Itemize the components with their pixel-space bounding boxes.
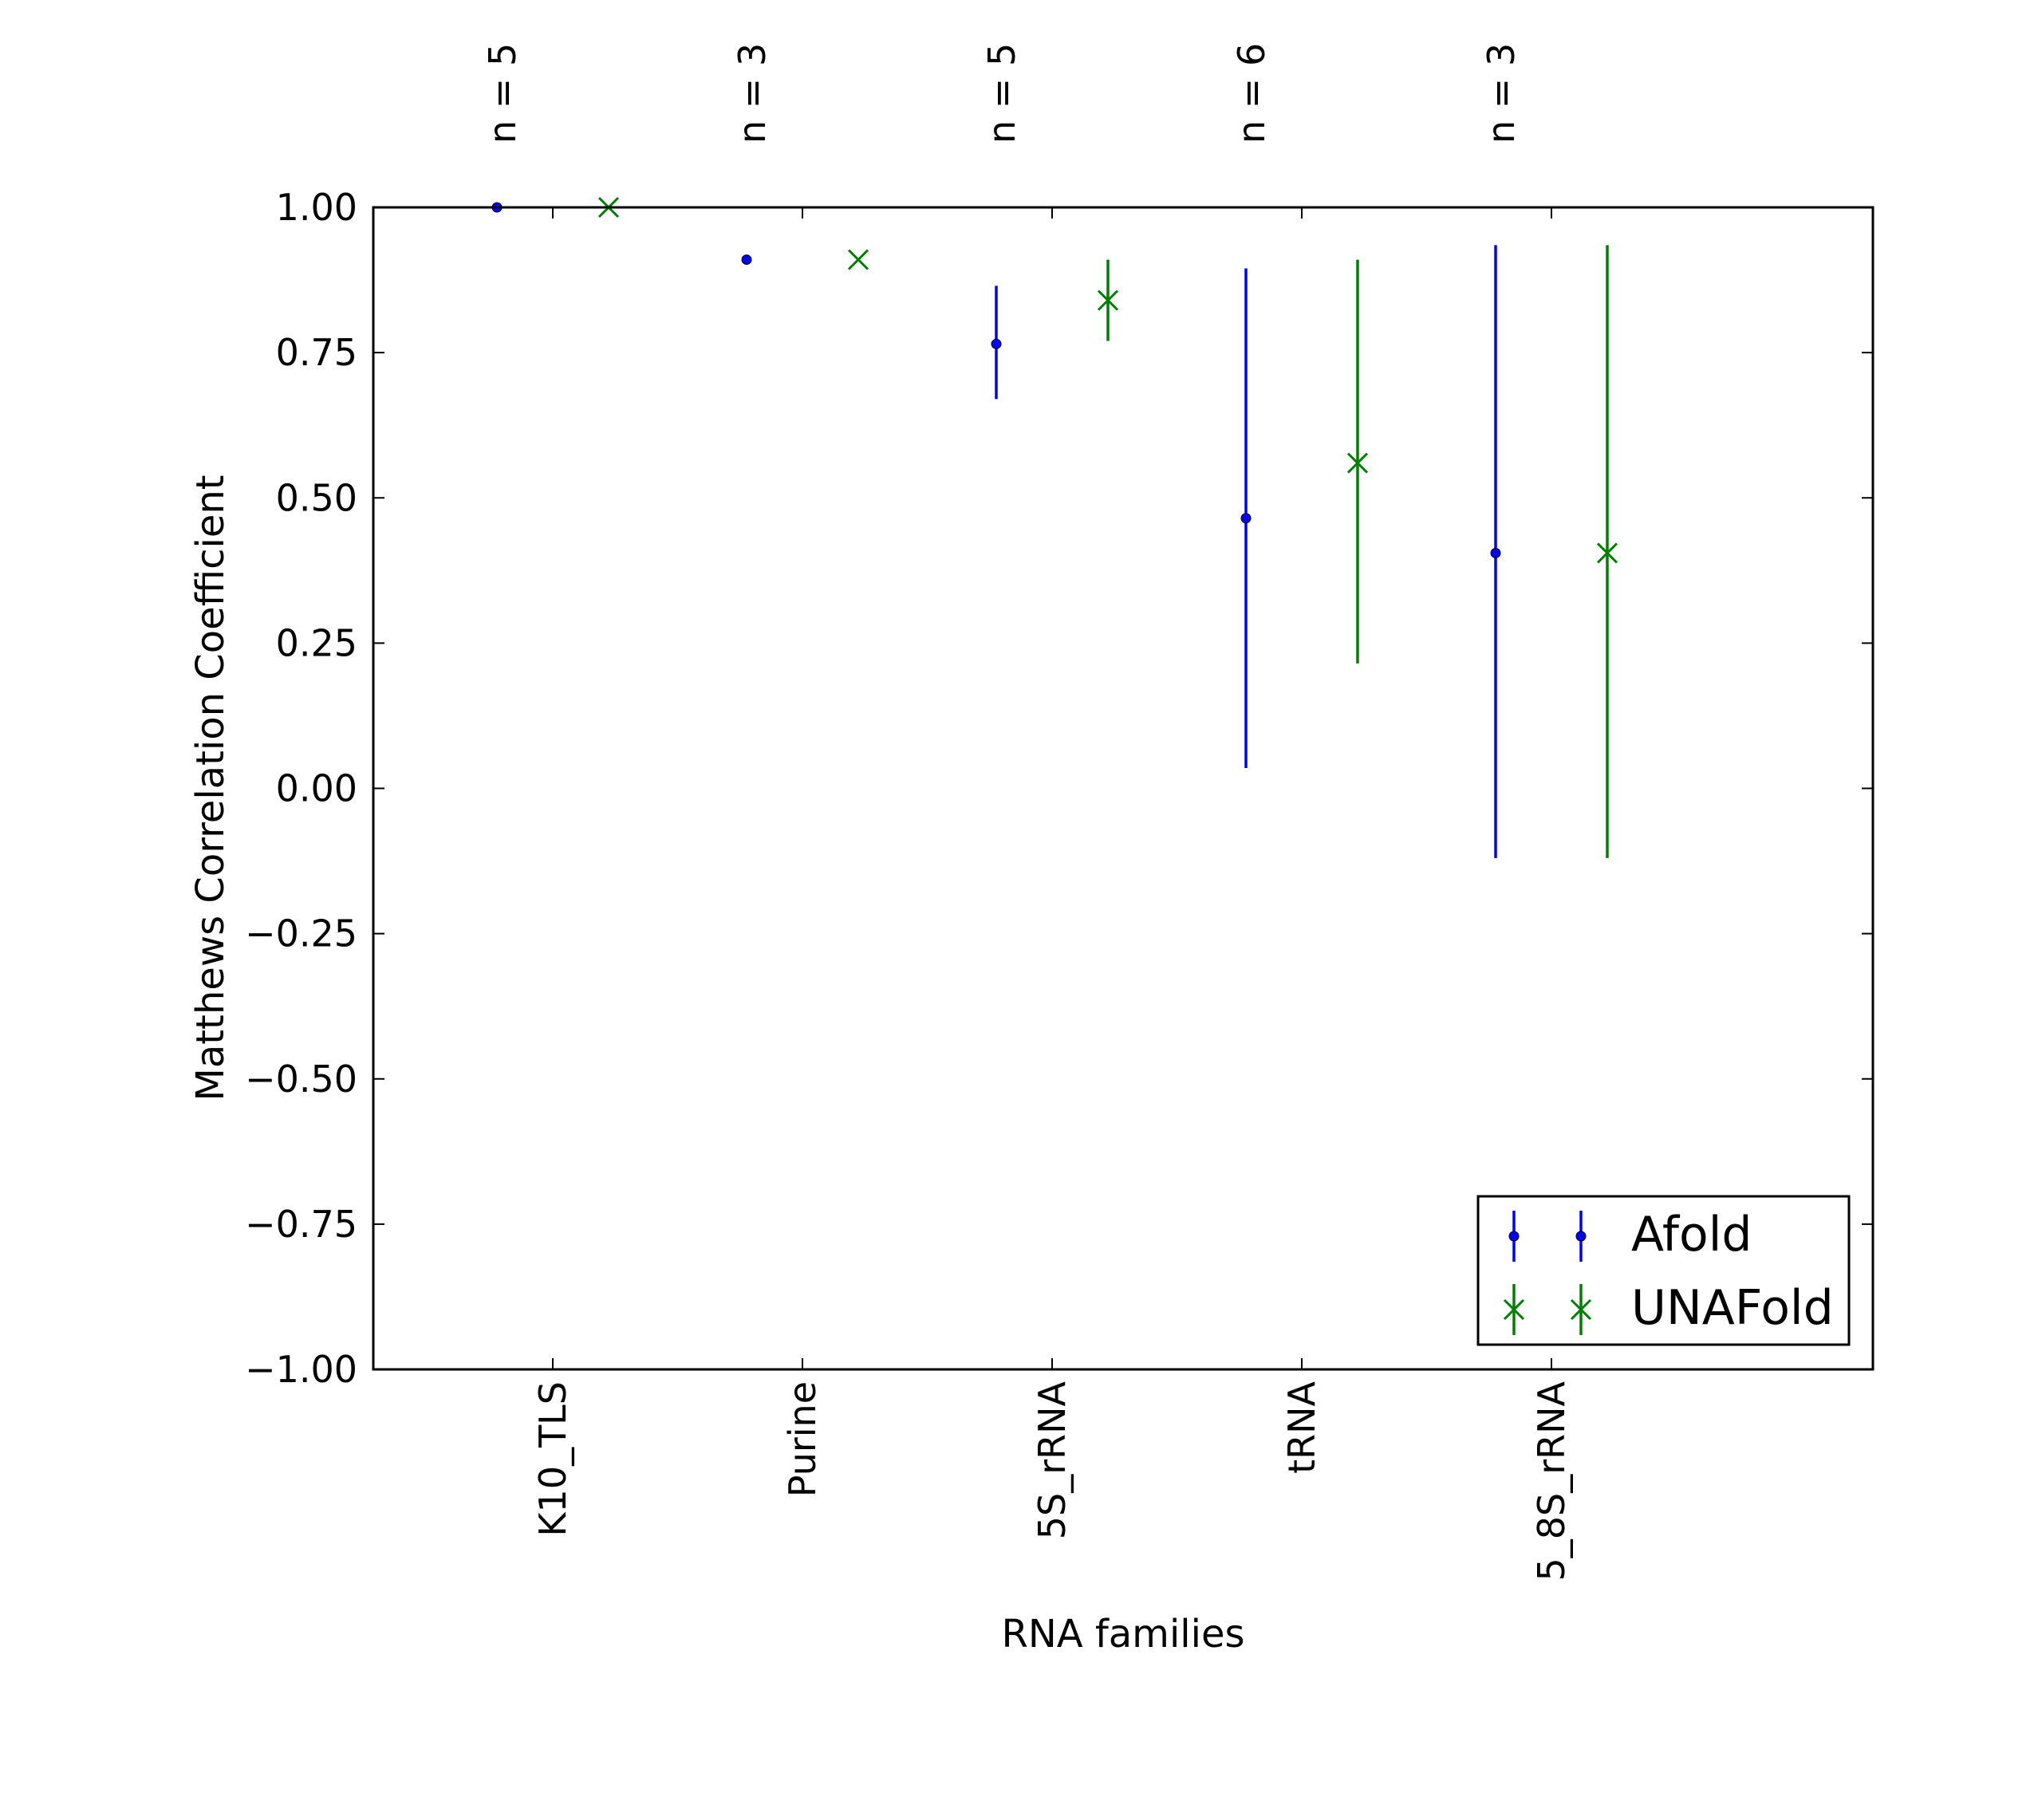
x-tick-label: K10_TLS (531, 1381, 574, 1537)
sample-size-annotations: n = 5 n = 3 n = 5 n = 6 n = 3 (481, 43, 1523, 144)
data-point-afold (1490, 547, 1501, 558)
x-tick-label: 5S_rRNA (1031, 1381, 1074, 1539)
x-axis-label: RNA families (1002, 1612, 1245, 1657)
data-point-unafold (847, 249, 869, 270)
legend-box (1476, 1195, 1851, 1346)
plot-marks (491, 196, 1618, 858)
legend-label-afold: Afold (1631, 1207, 1752, 1263)
y-axis: 1.00 0.75 0.50 0.25 0.00 −0.25 −0.50 −0.75 −1.00 (245, 186, 1873, 1391)
sample-size-label: n = 5 (980, 43, 1023, 144)
x-tick-label: Purine (781, 1381, 824, 1497)
data-point-unafold (1097, 290, 1119, 311)
data-point-unafold (1596, 542, 1618, 564)
legend-marker-afold (1508, 1231, 1520, 1242)
legend-markers (1503, 1211, 1592, 1335)
data-point-afold (1240, 513, 1252, 524)
data-point-afold (741, 254, 752, 266)
data-point-afold (991, 338, 1002, 349)
sample-size-label: n = 3 (1480, 43, 1523, 144)
x-tick-label: tRNA (1280, 1381, 1323, 1473)
sample-size-label: n = 3 (731, 43, 774, 144)
y-axis-label: Matthews Correlation Coefficient (188, 475, 233, 1101)
y-tick-label: 1.00 (276, 186, 357, 229)
y-tick-label: 0.00 (276, 767, 357, 810)
sample-size-label: n = 6 (1230, 43, 1273, 144)
legend-marker-afold (1575, 1231, 1587, 1242)
legend-marker-unafold (1570, 1298, 1592, 1321)
y-tick-label: 0.25 (276, 621, 357, 664)
sample-size-label: n = 5 (481, 43, 524, 144)
legend-marker-unafold (1503, 1298, 1525, 1321)
y-tick-label: 0.75 (276, 331, 357, 374)
x-axis: K10_TLS Purine 5S_rRNA tRNA 5_8S_rRNA (531, 207, 1573, 1581)
x-tick-label: 5_8S_rRNA (1530, 1381, 1573, 1581)
axes-frame (372, 206, 1874, 1371)
data-point-unafold (1346, 452, 1369, 474)
y-tick-label: −1.00 (245, 1348, 357, 1391)
y-tick-label: −0.50 (245, 1058, 357, 1101)
legend-label-unafold: UNAFold (1631, 1280, 1834, 1336)
y-tick-label: −0.75 (245, 1203, 357, 1246)
legend: Afold UNAFold (1476, 1195, 1851, 1346)
y-tick-label: −0.25 (245, 912, 357, 955)
y-tick-label: 0.50 (276, 476, 357, 519)
